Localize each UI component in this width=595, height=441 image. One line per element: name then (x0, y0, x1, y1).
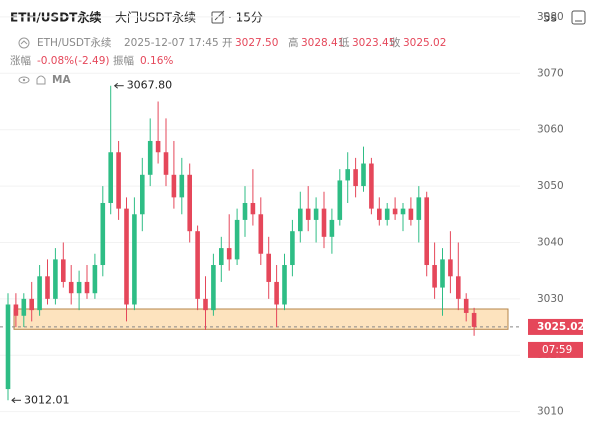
body (456, 276, 461, 299)
body (53, 259, 58, 299)
y-tick-label: 3010 (537, 406, 564, 418)
y-tick-label: 3030 (537, 293, 564, 305)
body (45, 276, 50, 299)
body (37, 276, 42, 311)
body (266, 253, 271, 282)
body (416, 197, 422, 220)
amplitude-label: 振幅 (113, 54, 134, 67)
body (242, 202, 248, 220)
body (329, 219, 335, 237)
body (298, 208, 303, 232)
y-tick-label: 3080 (537, 11, 564, 23)
body (13, 304, 19, 316)
body (305, 208, 311, 220)
body (92, 265, 98, 294)
refresh[interactable]: 5s (543, 11, 557, 25)
body (140, 174, 145, 215)
body (5, 304, 11, 390)
body (203, 298, 208, 311)
body (163, 152, 169, 175)
body (147, 140, 153, 175)
body (408, 208, 414, 220)
field-label: 低 (339, 36, 350, 49)
change-label: 涨幅 (10, 54, 31, 67)
body (124, 208, 129, 305)
body (392, 208, 398, 215)
field-value: 3028.41 (301, 37, 344, 49)
body (432, 265, 437, 288)
body (274, 281, 279, 305)
field-label: 收 (390, 36, 401, 49)
fullscreen-icon[interactable] (571, 10, 586, 25)
body (84, 281, 90, 294)
body (463, 298, 469, 313)
y-tick-label: 3050 (537, 180, 564, 192)
body (171, 174, 177, 198)
body (21, 298, 27, 316)
body (234, 219, 240, 260)
bell-icon[interactable] (36, 75, 46, 85)
body (179, 174, 185, 198)
body (400, 208, 406, 215)
body (76, 281, 82, 294)
body (250, 202, 256, 215)
body (116, 152, 121, 209)
body (100, 202, 106, 266)
countdown: 07:59 (542, 344, 572, 356)
body (108, 152, 113, 203)
body (290, 231, 295, 266)
eye-icon[interactable] (18, 76, 30, 84)
body (424, 197, 429, 266)
y-tick-label: 3040 (537, 236, 564, 248)
annotation: 3067.80 (127, 79, 173, 92)
body (321, 208, 327, 237)
last-price-box (528, 318, 583, 335)
body (29, 298, 34, 311)
body (68, 281, 74, 294)
body (155, 140, 161, 153)
annotation: 3012.01 (24, 393, 70, 406)
annotation-arrowhead (11, 397, 16, 404)
body (219, 248, 224, 266)
info-time: 2025-12-07 17:45 (124, 37, 219, 49)
body (471, 312, 477, 327)
body (313, 208, 319, 220)
info-symbol: ETH/USDT永续 (37, 36, 112, 49)
body (337, 180, 343, 220)
body (377, 208, 382, 220)
body (369, 163, 374, 209)
body (353, 169, 358, 187)
body (195, 231, 200, 299)
collapse-icon[interactable] (18, 37, 30, 49)
body (132, 214, 137, 305)
field-value: 3025.02 (403, 37, 446, 49)
body (61, 259, 66, 282)
field-label: 高 (288, 36, 299, 49)
field-value: 3027.50 (235, 37, 278, 49)
amplitude: 0.16% (140, 55, 173, 67)
body (258, 214, 264, 254)
body (211, 265, 216, 311)
field-value: 3023.45 (352, 37, 395, 49)
body (187, 174, 192, 232)
body (440, 259, 445, 288)
interval[interactable]: · 15分 (228, 11, 263, 25)
countdown-box (528, 341, 583, 358)
field-label: 开 (222, 37, 233, 49)
body (226, 248, 232, 260)
y-tick-label: 3070 (537, 67, 564, 79)
y-tick-label: 3060 (537, 124, 564, 136)
body (448, 259, 453, 277)
change: -0.08%(-2.49) (37, 55, 110, 67)
body (384, 208, 390, 220)
body (345, 169, 350, 181)
annotation-arrowhead (113, 82, 119, 89)
indicator[interactable]: MA (52, 74, 71, 86)
body (361, 163, 366, 187)
body (282, 265, 287, 305)
last-price: 3025.02 (537, 321, 585, 333)
highlight-band (13, 308, 509, 330)
edit-icon[interactable] (211, 10, 225, 24)
